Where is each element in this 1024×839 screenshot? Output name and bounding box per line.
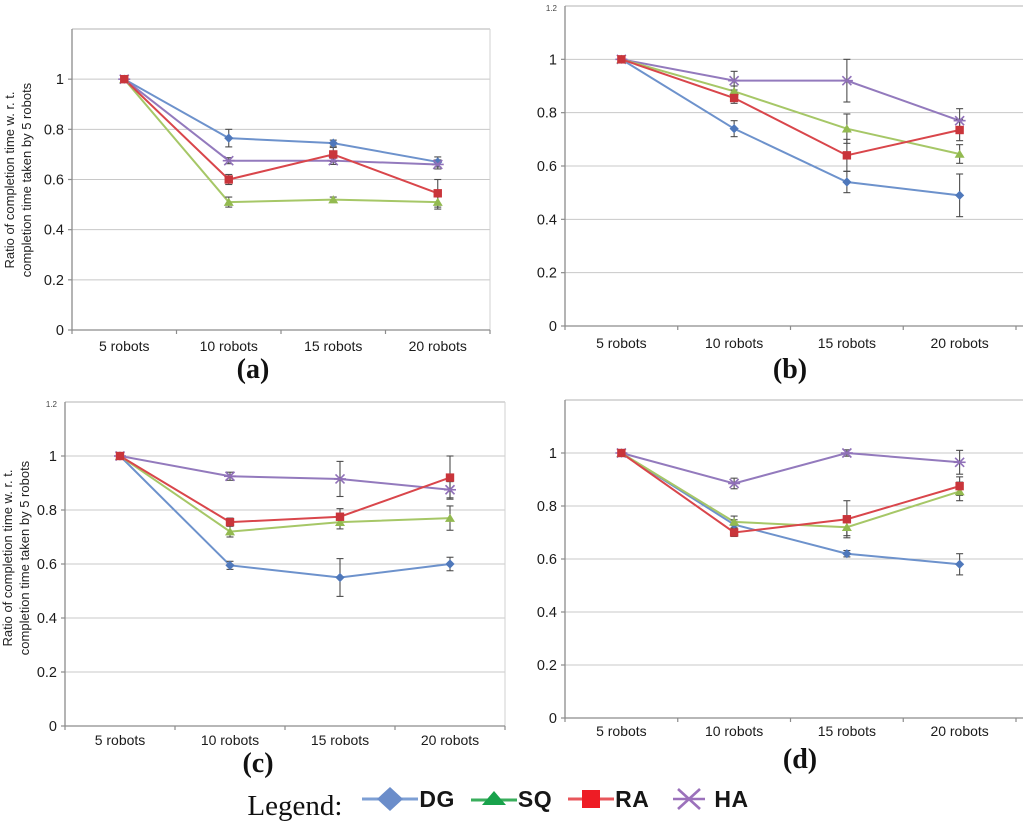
svg-text:0.4: 0.4 [44,223,64,239]
svg-text:1.2: 1.2 [46,400,58,409]
svg-text:15 robots: 15 robots [818,335,876,351]
chart-a-plot: 00.20.40.60.815 robots 10 robots 15 robots… [44,28,491,354]
svg-text:0: 0 [549,319,557,335]
chart-b: 0 0.2 0.4 0.6 0.8 1 5 robots 10 robots 15 robots… [512,0,1024,396]
svg-text:15 robots: 15 robots [818,723,876,739]
legend-item-label: DG [419,785,455,812]
chart-a-caption: (a) [236,354,270,385]
chart-d-plot: 00.20.40.60.815 robots 10 robots 15 robots… [537,399,1023,739]
svg-text:0.8: 0.8 [537,499,557,515]
svg-text:0.6: 0.6 [537,159,557,175]
svg-text:0.2: 0.2 [537,658,557,674]
svg-text:5 robots: 5 robots [596,723,647,739]
svg-text:15 robots: 15 robots [311,732,369,748]
svg-text:20 robots: 20 robots [409,338,467,354]
legend-item-label: HA [714,785,749,812]
legend-item-ha: HA [665,784,748,814]
chart-c-caption: (c) [242,748,274,779]
legend: Legend: DG SQ RA [0,776,1010,834]
svg-text:0.6: 0.6 [537,552,557,568]
svg-text:0.4: 0.4 [537,212,557,228]
svg-text:0.4: 0.4 [37,611,57,627]
sq-triangle-icon [470,791,517,805]
ra-square-icon [568,790,615,808]
chart-a: Ratio of completion time w. r. t. comple… [0,0,512,396]
svg-text:0: 0 [49,719,57,735]
svg-text:20 robots: 20 robots [930,335,988,351]
svg-text:0.8: 0.8 [537,106,557,122]
svg-text:5 robots: 5 robots [95,732,146,748]
svg-text:1.2: 1.2 [546,4,558,13]
svg-text:10 robots: 10 robots [201,732,259,748]
svg-text:5 robots: 5 robots [99,338,150,354]
svg-text:0.8: 0.8 [44,122,64,138]
svg-text:10 robots: 10 robots [705,335,763,351]
legend-item-label: RA [615,785,650,812]
legend-item-ra: RA [568,784,649,814]
svg-text:0.6: 0.6 [37,557,57,573]
legend-item-label: SQ [517,785,553,812]
svg-text:1: 1 [549,52,557,68]
svg-text:1: 1 [49,449,57,465]
svg-text:0.6: 0.6 [44,173,64,189]
chart-c: Ratio of completion time w. r. t. comple… [0,398,512,790]
svg-text:20 robots: 20 robots [930,723,988,739]
svg-text:0: 0 [549,711,557,727]
svg-text:0.2: 0.2 [37,665,57,681]
svg-text:0.8: 0.8 [37,503,57,519]
chart-b-caption: (b) [772,354,808,385]
chart-b-plot: 00.20.40.60.815 robots 10 robots 15 robots… [537,4,1023,351]
chart-d: 0 0.2 0.4 0.6 0.8 1 5 robots 10 robots 15 robots… [512,398,1024,790]
ha-asterisk-icon [673,788,706,810]
legend-title: Legend: [247,790,343,822]
svg-text:10 robots: 10 robots [200,338,258,354]
dg-diamond-icon [362,787,419,811]
svg-text:1: 1 [549,446,557,462]
svg-text:0.2: 0.2 [537,266,557,282]
svg-text:10 robots: 10 robots [705,723,763,739]
svg-text:0.2: 0.2 [44,273,64,289]
chart-d-caption: (d) [782,744,818,775]
legend-item-sq: SQ [470,784,553,814]
svg-text:0: 0 [56,323,64,339]
svg-text:5 robots: 5 robots [596,335,647,351]
svg-text:20 robots: 20 robots [421,732,479,748]
svg-text:0.4: 0.4 [537,605,557,621]
svg-text:15 robots: 15 robots [304,338,362,354]
chart-c-plot: 00.20.40.60.815 robots 10 robots 15 robots… [37,400,506,748]
svg-text:1: 1 [56,72,64,88]
legend-item-dg: DG [362,784,455,814]
